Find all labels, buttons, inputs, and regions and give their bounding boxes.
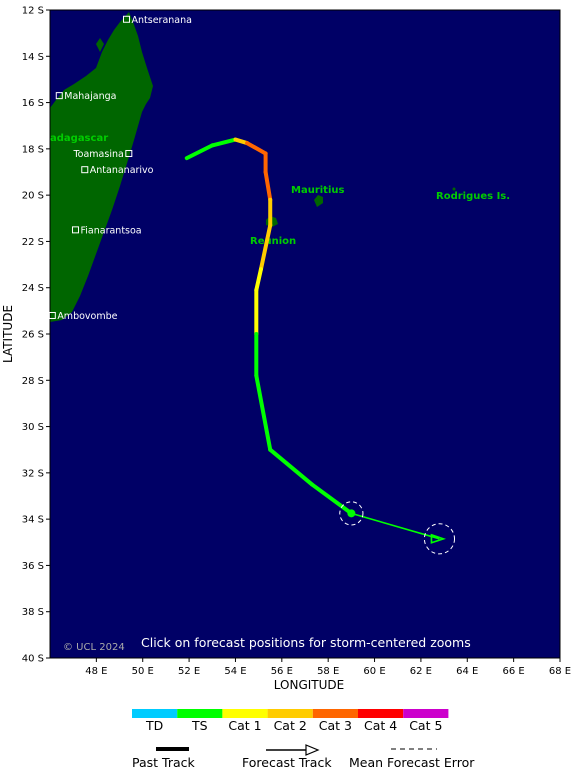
- rodrigues-label: Rodrigues Is.: [436, 191, 510, 202]
- past-track-segment: [254, 373, 273, 452]
- legend-category-label: TD: [145, 718, 163, 733]
- lat-tick-label: 38 S: [22, 607, 44, 618]
- land-layer: [50, 12, 456, 322]
- lon-tick-label: 56 E: [271, 666, 293, 677]
- forecast-error-circle[interactable]: [423, 523, 456, 555]
- rodrigues-island: [452, 187, 456, 191]
- madagascar-northern-tip: [96, 38, 104, 52]
- lon-tick-label: 64 E: [456, 666, 478, 677]
- lon-tick-label: 54 E: [224, 666, 246, 677]
- legend-swatch: [267, 709, 313, 718]
- city-marker: [72, 226, 79, 234]
- legend-swatch: [403, 709, 449, 718]
- city-label: Mahajanga: [64, 91, 116, 102]
- city-marker: [123, 15, 130, 23]
- forecast-track-label: Forecast Track: [242, 755, 332, 770]
- past-track-segment: [210, 137, 238, 148]
- madagascar-label: adagascar: [50, 133, 108, 144]
- legend-swatch: [177, 709, 223, 718]
- places-layer: Antseranana Mahajanga Toamasina Antananariv…: [48, 15, 192, 322]
- lat-tick-label: 34 S: [22, 515, 44, 526]
- lat-tick-label: 18 S: [22, 144, 44, 155]
- forecast-arrow-icon[interactable]: [430, 533, 446, 544]
- city-marker: [55, 92, 63, 100]
- lon-tick-label: 48 E: [85, 666, 107, 677]
- lat-tick-label: 12 S: [22, 6, 44, 17]
- lat-tick-label: 28 S: [22, 376, 44, 387]
- city-label: Toamasina: [72, 149, 123, 160]
- mauritius-island: [314, 195, 323, 207]
- city-label: Ambovombe: [57, 311, 117, 322]
- lat-tick-label: 20 S: [22, 191, 44, 202]
- category-legend: TD TS Cat 1 Cat 2 Cat 3 Cat 4 Cat 5: [132, 709, 449, 733]
- lon-tick-label: 60 E: [363, 666, 385, 677]
- copyright-text: © UCL 2024: [63, 642, 125, 653]
- city-label: Antseranana: [132, 15, 192, 26]
- mean-forecast-error-label: Mean Forecast Error: [349, 755, 475, 770]
- lat-tick-label: 14 S: [22, 52, 44, 63]
- lat-tick-label: 16 S: [22, 98, 44, 109]
- legend-category-label: Cat 2: [274, 718, 307, 733]
- legend-category-label: Cat 1: [228, 718, 261, 733]
- lat-tick-label: 24 S: [22, 283, 44, 294]
- lon-tick-label: 52 E: [178, 666, 200, 677]
- past-track-segment: [184, 143, 215, 161]
- lon-tick-label: 58 E: [317, 666, 339, 677]
- reunion-label: Reunion: [250, 236, 296, 247]
- lat-tick-label: 22 S: [22, 237, 44, 248]
- x-axis-title: LONGITUDE: [274, 678, 344, 692]
- city-marker: [125, 149, 133, 157]
- legend-category-label: Cat 5: [409, 718, 442, 733]
- past-track-segment: [245, 141, 268, 156]
- madagascar-landmass: [50, 12, 153, 322]
- lat-tick-label: 30 S: [22, 422, 44, 433]
- longitude-axis: 48 E 50 E 52 E 54 E 56 E 58 E 60 E 62 E 64 E 66 E…: [85, 658, 571, 677]
- past-track-label: Past Track: [132, 755, 195, 770]
- lat-tick-label: 40 S: [22, 654, 44, 665]
- past-track-segment: [233, 137, 250, 146]
- mauritius-label: Mauritius: [291, 185, 345, 196]
- lon-tick-label: 66 E: [503, 666, 525, 677]
- past-track-segment: [258, 223, 273, 272]
- lat-tick-label: 36 S: [22, 561, 44, 572]
- city-marker: [81, 166, 89, 174]
- lon-tick-label: 62 E: [410, 666, 432, 677]
- past-track-segment: [268, 447, 314, 487]
- forecast-position-dot[interactable]: [347, 509, 356, 518]
- legend-category-label: Cat 4: [364, 718, 397, 733]
- lat-tick-label: 32 S: [22, 468, 44, 479]
- forecast-error-circle[interactable]: [339, 501, 364, 526]
- lon-tick-label: 50 E: [132, 666, 154, 677]
- past-track-segment: [309, 482, 354, 516]
- legend-swatch: [222, 709, 268, 718]
- city-label: Fianarantsoa: [81, 225, 142, 236]
- y-axis-title: LATITUDE: [1, 305, 15, 363]
- legend-swatch: [132, 709, 178, 718]
- legend-swatch: [312, 709, 358, 718]
- forecast-arrow-icon: [305, 744, 320, 756]
- storm-track: [184, 137, 456, 555]
- legend-swatch: [358, 709, 404, 718]
- past-track-segment: [254, 267, 263, 293]
- legend-category-label: TS: [191, 718, 208, 733]
- zoom-hint: Click on forecast positions for storm-ce…: [141, 635, 471, 650]
- legend-category-label: Cat 3: [319, 718, 352, 733]
- city-marker: [48, 311, 56, 319]
- past-track-segment: [263, 170, 273, 202]
- latitude-axis: 12 S 14 S 16 S 18 S 20 S 22 S 24 S 26 S 28 S 30 S…: [22, 6, 50, 665]
- lon-tick-label: 68 E: [549, 666, 571, 677]
- lat-tick-label: 26 S: [22, 330, 44, 341]
- city-label: Antananarivo: [90, 165, 154, 176]
- line-legend: Past Track Forecast Track Mean Forecast …: [132, 744, 475, 770]
